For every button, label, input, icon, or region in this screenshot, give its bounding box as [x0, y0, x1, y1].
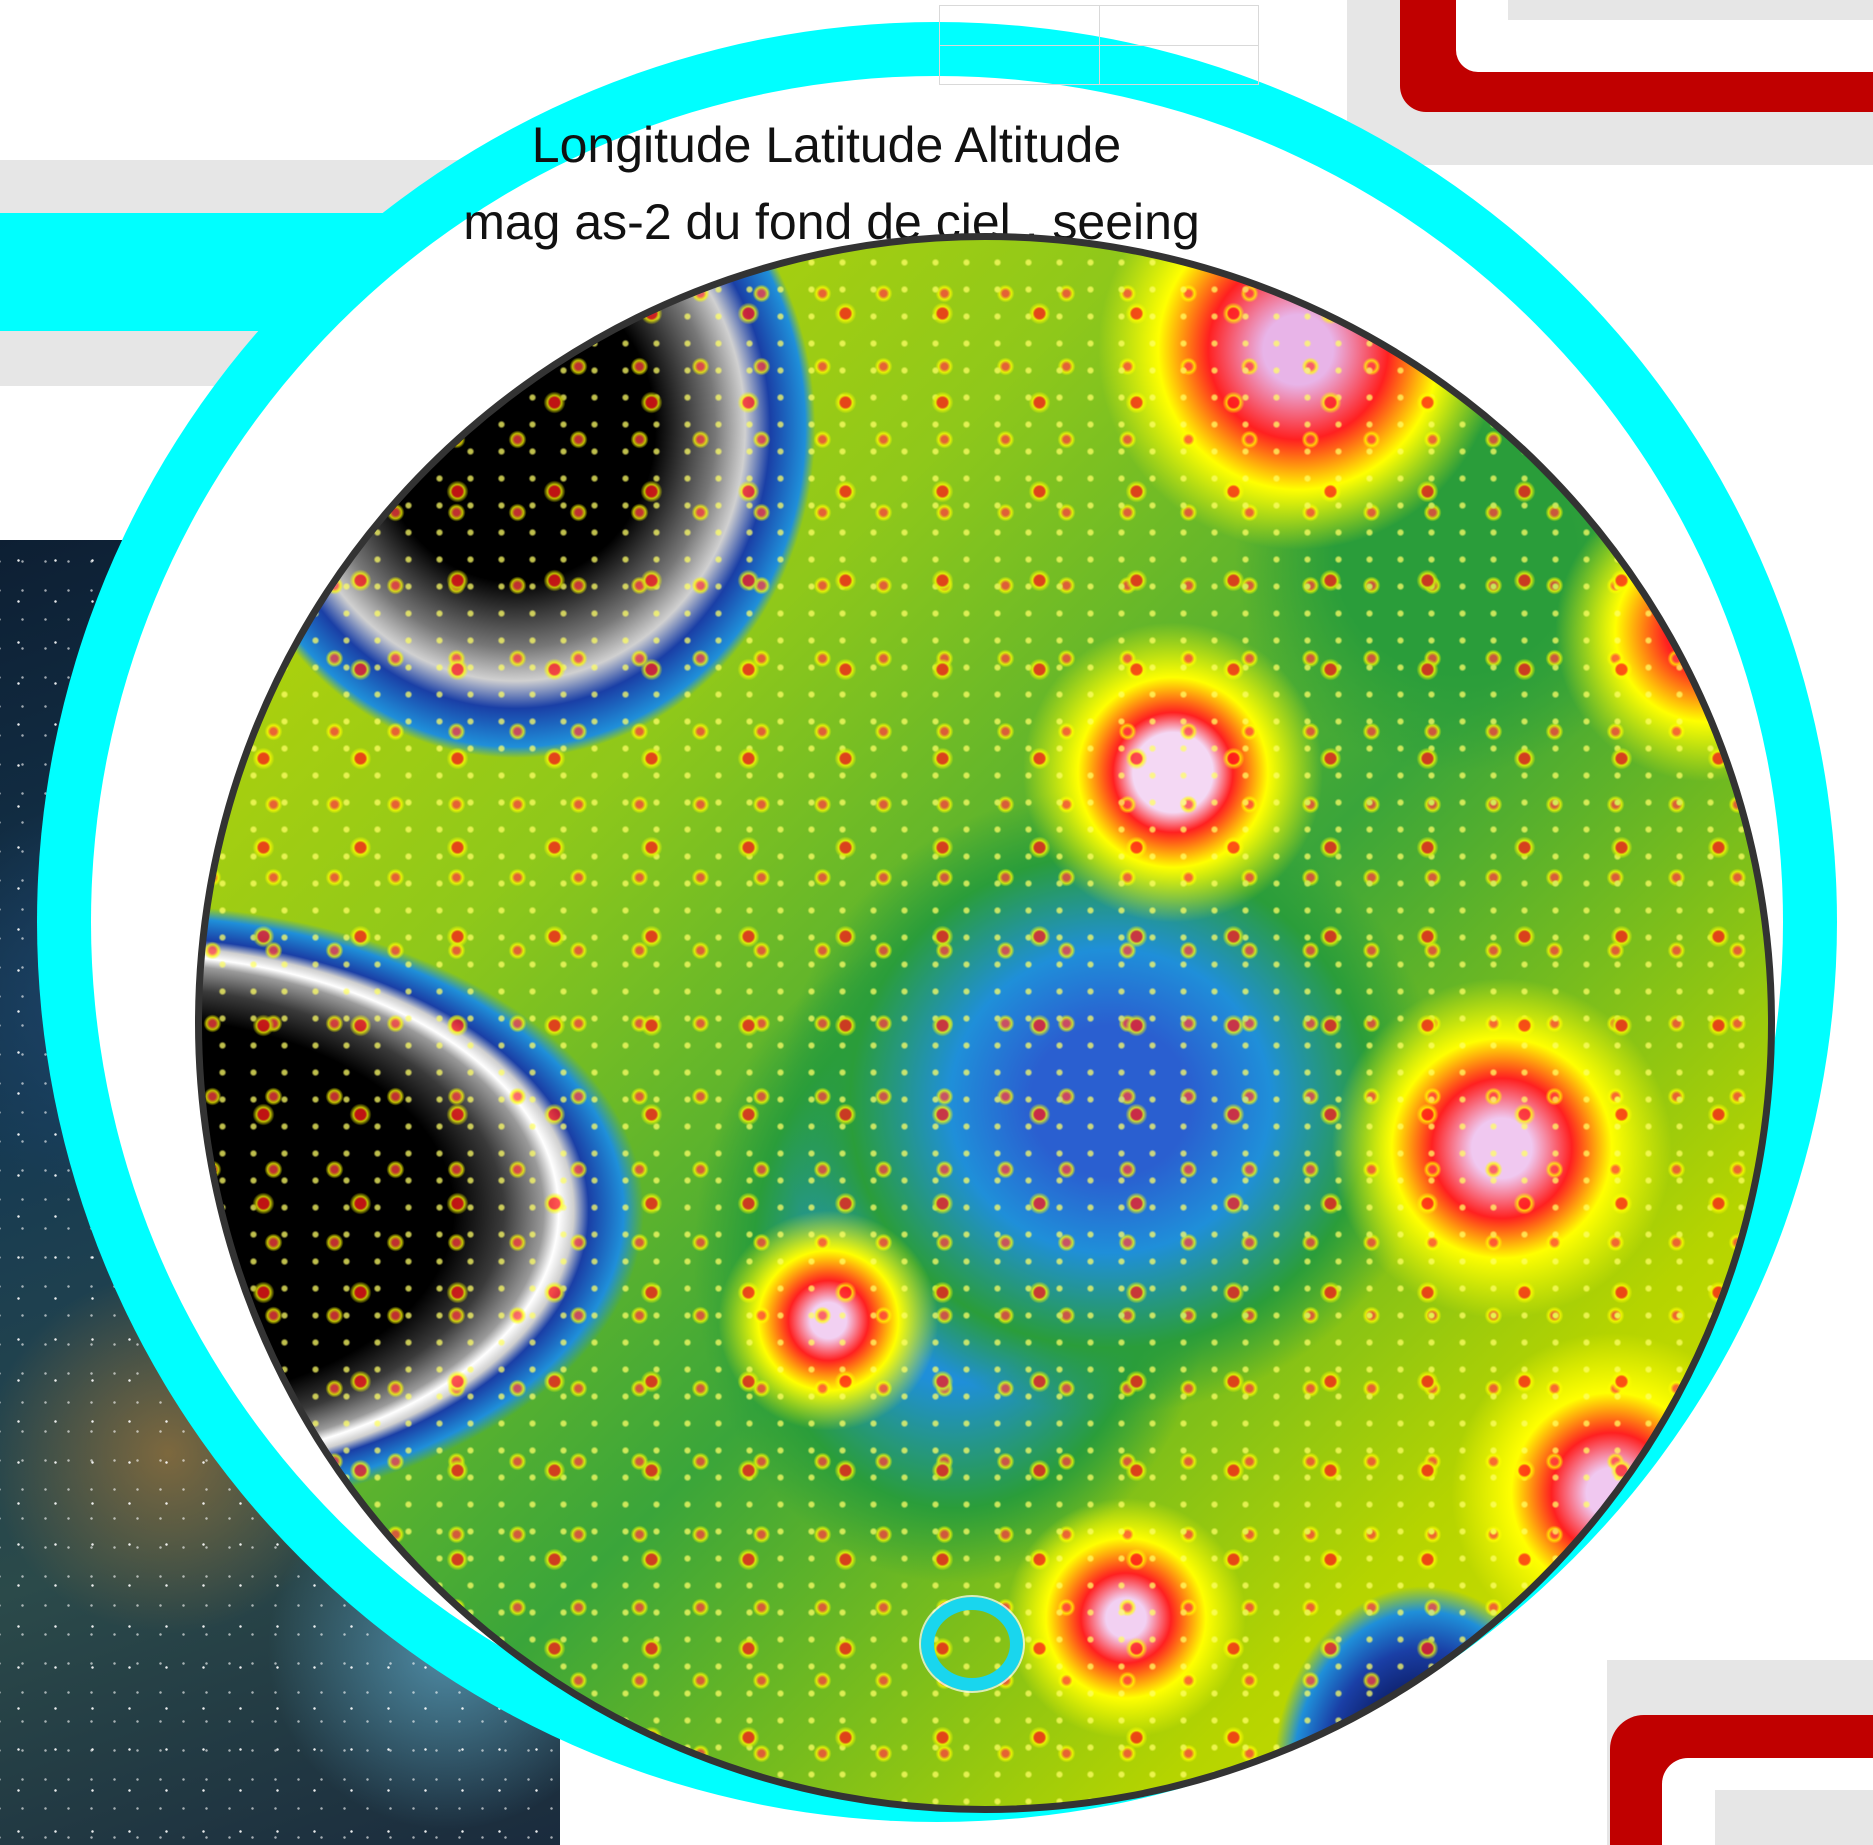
table-cell: [939, 44, 1100, 85]
mini-table: [939, 5, 1259, 85]
coordinates-title: Longitude Latitude Altitude: [531, 117, 1122, 173]
table-cell: [1098, 5, 1259, 46]
light-pollution-map[interactable]: [195, 233, 1775, 1813]
corner-frame-gray-bottom-right: [1715, 1790, 1873, 1845]
table-cell: [939, 5, 1100, 46]
city-light-spots: [202, 240, 1768, 1806]
location-marker-icon[interactable]: [919, 1595, 1025, 1693]
table-cell: [1098, 44, 1259, 85]
table-row: [939, 5, 1259, 46]
table-row: [939, 44, 1259, 85]
corner-frame-gray-top-right: [1508, 0, 1873, 20]
